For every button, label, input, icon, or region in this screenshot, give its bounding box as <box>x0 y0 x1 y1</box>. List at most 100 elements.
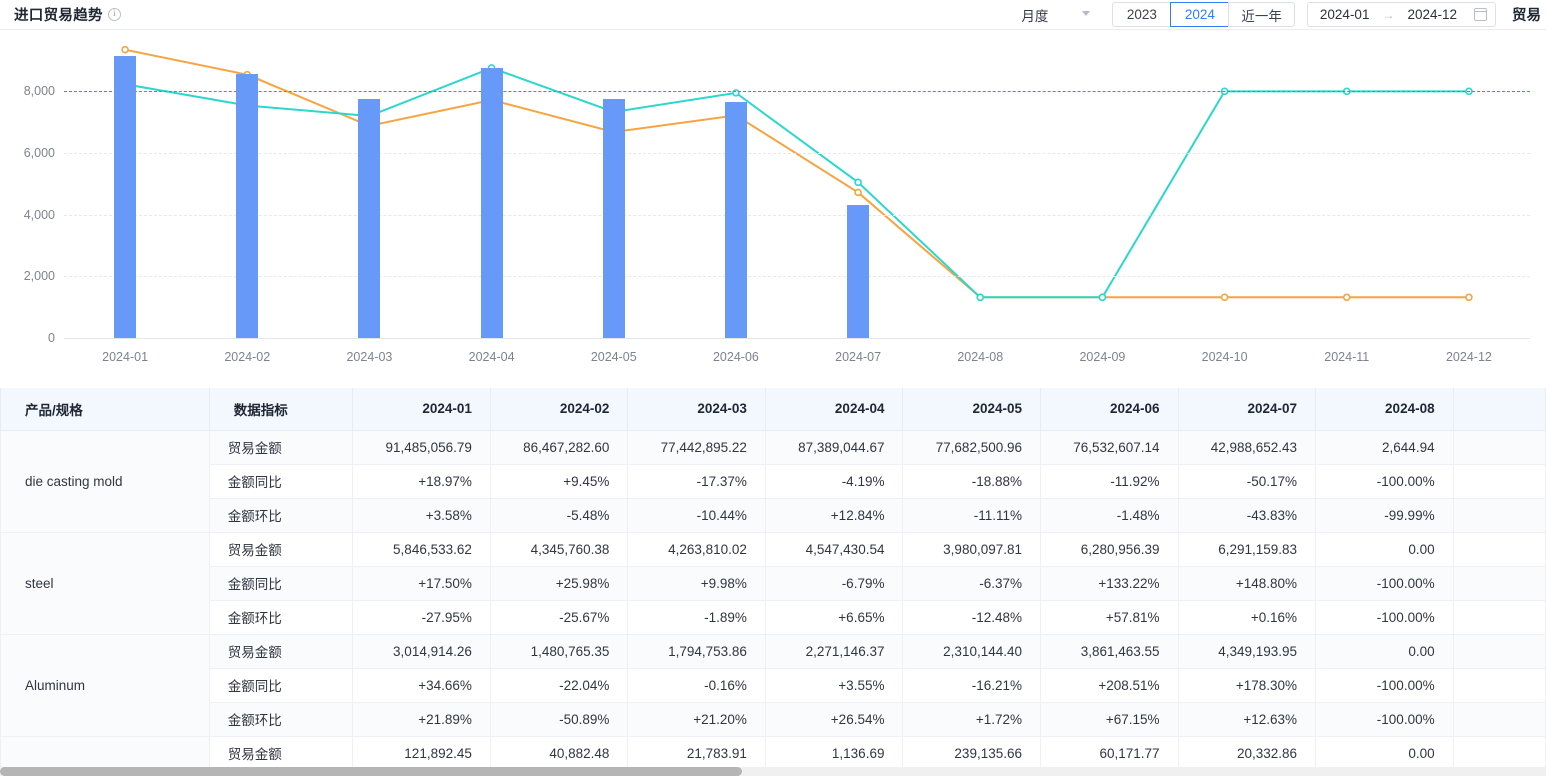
chart-bar[interactable] <box>724 102 747 338</box>
table-row[interactable]: die casting mold 贸易金额 91,485,056.79 86,467,… <box>0 429 1546 533</box>
table-header-cell[interactable]: 2024-02 <box>489 388 629 431</box>
table-cell-value <box>1452 429 1546 465</box>
table-cell-value: -16.21% <box>902 667 1041 703</box>
table-header-cell[interactable]: 2024-08 <box>1315 388 1454 431</box>
chart-data-point[interactable] <box>976 293 985 302</box>
table-cell-value: 3,014,914.26 <box>352 633 491 669</box>
table-cell-value: +21.20% <box>627 701 766 737</box>
table-row[interactable]: Aluminum 贸易金额 3,014,914.26 1,480,765.35 1,79… <box>0 633 1546 737</box>
date-range-picker[interactable]: 2024-01 → 2024-12 <box>1306 2 1496 27</box>
table-cell-value: 3,861,463.55 <box>1040 633 1179 669</box>
table-cell-value: -6.79% <box>764 565 904 601</box>
table-cell-value: +3.58% <box>352 497 491 533</box>
table-row[interactable]: 金额同比 +17.50% +25.98% +9.98% -6.79% -6.37% +133… <box>1 565 1546 601</box>
chart-bar[interactable] <box>847 204 870 338</box>
table-header-cell[interactable]: 2024-03 <box>627 388 766 431</box>
chart-data-point[interactable] <box>121 45 129 54</box>
table-cell-value: +178.30% <box>1177 667 1317 703</box>
chart-bar[interactable] <box>358 98 381 338</box>
calendar-icon[interactable] <box>1473 8 1488 21</box>
chart-y-tick-label: 8,000 <box>23 84 55 99</box>
table-cell-value: +133.22% <box>1040 565 1179 601</box>
chart-data-point[interactable] <box>1098 293 1107 302</box>
chart-data-point[interactable] <box>1220 293 1229 302</box>
table-cell-value <box>1452 735 1546 771</box>
chart-gridline <box>64 276 1530 278</box>
table-cell-value: 239,135.66 <box>902 735 1041 771</box>
table-header-cell[interactable] <box>1452 388 1546 431</box>
table-cell-metric: 金额环比 <box>208 599 354 635</box>
table-cell-value: 2,644.94 <box>1315 429 1454 465</box>
chart-x-tick-label: 2024-07 <box>835 350 882 364</box>
chart-bar[interactable] <box>236 74 259 338</box>
chart-bar[interactable] <box>480 67 503 338</box>
date-range-end[interactable]: 2024-12 <box>1407 7 1457 22</box>
table-cell-metric: 金额同比 <box>208 463 354 499</box>
year-button-2024[interactable]: 2024 <box>1170 2 1229 27</box>
table-cell-value <box>1452 633 1546 669</box>
table-cell-value: +208.51% <box>1040 667 1179 703</box>
table-header-cell[interactable]: 2024-01 <box>352 388 491 431</box>
table-header-cell[interactable]: 产品/规格 <box>0 388 210 431</box>
table-body: die casting mold 贸易金额 91,485,056.79 86,467,… <box>0 429 1546 771</box>
table-cell-value: -43.83% <box>1177 497 1317 533</box>
table-cell-value: -25.67% <box>489 599 629 635</box>
table-header-cell[interactable]: 数据指标 <box>208 388 354 431</box>
data-table-container[interactable]: 产品/规格 数据指标 2024-01 2024-02 2024-03 2024-04 202… <box>0 388 1546 776</box>
chart-y-tick-label: 2,000 <box>23 269 55 284</box>
chart-bar[interactable] <box>602 98 625 338</box>
table-row[interactable]: 金额同比 +18.97% +9.45% -17.37% -4.19% -18.88% -11… <box>1 463 1546 499</box>
table-cell-value: -99.99% <box>1315 497 1454 533</box>
chart-bar[interactable] <box>114 55 137 338</box>
table-row[interactable]: 金额环比 -27.95% -25.67% -1.89% +6.65% -12.48% +57… <box>1 599 1546 635</box>
chart-x-tick-label: 2024-03 <box>346 350 393 364</box>
table-cell-value: -50.17% <box>1177 463 1317 499</box>
chart-gridline <box>64 214 1530 216</box>
table-row[interactable]: 金额环比 +21.89% -50.89% +21.20% +26.54% +1.72% +6… <box>1 701 1546 737</box>
table-cell-value: -18.88% <box>902 463 1041 499</box>
table-row[interactable]: steel 贸易金额 5,846,533.62 4,345,760.38 4,263,8… <box>0 531 1546 635</box>
table-cell-value: 86,467,282.60 <box>489 429 629 465</box>
chart-data-point[interactable] <box>1342 293 1351 302</box>
chart-data-point[interactable] <box>1465 293 1473 302</box>
year-button-2023[interactable]: 2023 <box>1112 2 1171 27</box>
table-header-cell[interactable]: 2024-06 <box>1040 388 1179 431</box>
table-cell-value: 6,280,956.39 <box>1040 531 1179 567</box>
chart-x-tick-label: 2024-02 <box>224 350 271 364</box>
table-header-cell[interactable]: 2024-05 <box>902 388 1041 431</box>
table-cell-value: -11.92% <box>1040 463 1179 499</box>
table-row[interactable]: 金额环比 +3.58% -5.48% -10.44% +12.84% -11.11% -1.… <box>1 497 1546 533</box>
table-cell-value: -5.48% <box>489 497 629 533</box>
info-circle-icon[interactable]: i <box>107 8 121 21</box>
table-row[interactable]: 贸易金额 121,892.45 40,882.48 21,783.91 1,136.69… <box>0 735 1546 771</box>
chart-x-tick-label: 2024-09 <box>1079 350 1126 364</box>
chart-y-tick-label: 0 <box>48 331 55 345</box>
chart-data-point[interactable] <box>854 188 862 197</box>
table-cell-value: 1,480,765.35 <box>489 633 629 669</box>
chart-gridline <box>64 338 1530 339</box>
table-cell-value: +25.98% <box>489 565 629 601</box>
granularity-select[interactable]: 月度 <box>1007 1 1100 29</box>
table-cell-value: 0.00 <box>1315 633 1454 669</box>
chart-data-point[interactable] <box>854 178 862 187</box>
table-cell-metric: 贸易金额 <box>208 531 354 567</box>
chart-x-tick-label: 2024-05 <box>590 350 637 364</box>
table-header-cell[interactable]: 2024-04 <box>764 388 904 431</box>
chart-plot-area: 0 2,000 4,000 6,000 8,000 2024-01 2024-02 2024-… <box>24 42 1530 364</box>
table-cell-value: -6.37% <box>902 565 1041 601</box>
table-cell-value: -100.00% <box>1315 565 1454 601</box>
table-header-cell[interactable]: 2024-07 <box>1177 388 1317 431</box>
table-cell-value: 42,988,652.43 <box>1177 429 1317 465</box>
table-cell-value: 40,882.48 <box>489 735 629 771</box>
table-cell-metric: 贸易金额 <box>208 735 354 771</box>
table-cell-value: +34.66% <box>352 667 491 703</box>
table-cell-value <box>1452 599 1546 635</box>
scrollbar-thumb[interactable] <box>0 767 743 776</box>
year-button-last-year[interactable]: 近一年 <box>1228 2 1295 27</box>
table-cell-value: +9.45% <box>489 463 629 499</box>
chart-line <box>124 66 1469 299</box>
horizontal-scrollbar[interactable] <box>0 767 1546 776</box>
table-row[interactable]: 金额同比 +34.66% -22.04% -0.16% +3.55% -16.21% +20… <box>1 667 1546 703</box>
table-cell-value: +57.81% <box>1040 599 1179 635</box>
date-range-start[interactable]: 2024-01 <box>1319 7 1370 22</box>
